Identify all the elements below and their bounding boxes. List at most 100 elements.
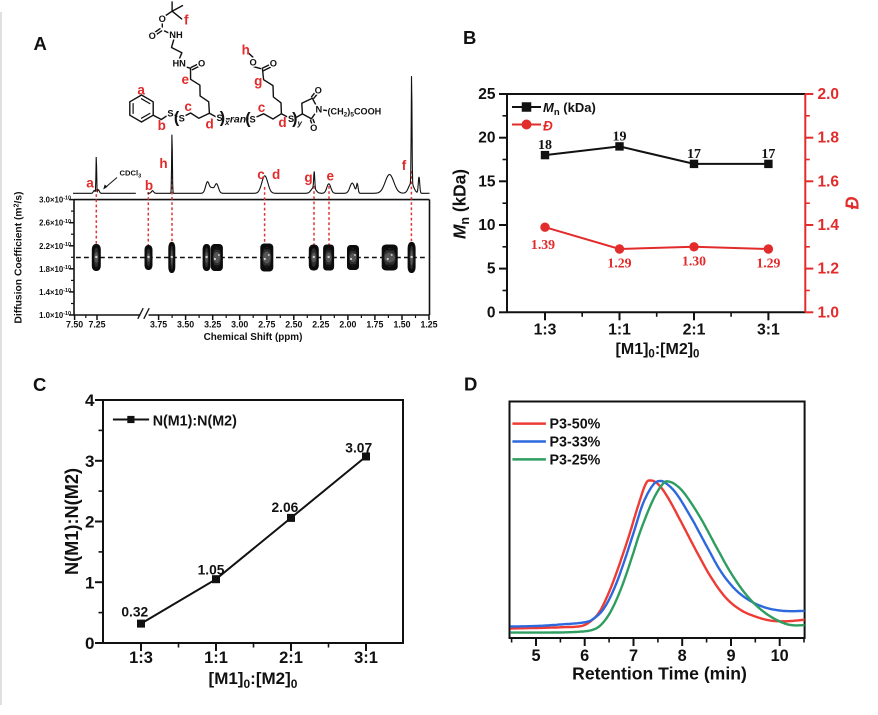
svg-text:1.8×10-10: 1.8×10-10 <box>39 265 71 274</box>
svg-text:C: C <box>33 374 46 395</box>
svg-text:S: S <box>249 114 255 124</box>
svg-text:3:1: 3:1 <box>757 322 780 339</box>
svg-text:P3-25%: P3-25% <box>550 452 601 468</box>
svg-text:NH: NH <box>169 30 183 40</box>
svg-text:h: h <box>159 156 167 171</box>
svg-text:1.75: 1.75 <box>366 320 383 330</box>
svg-text:Đ: Đ <box>543 119 553 134</box>
svg-text:Đ: Đ <box>843 197 863 210</box>
svg-text:S: S <box>216 113 222 123</box>
svg-text:c: c <box>257 167 265 182</box>
svg-text:9: 9 <box>726 647 735 665</box>
svg-text:a: a <box>137 83 145 98</box>
svg-text:1:1: 1:1 <box>608 322 631 339</box>
svg-text:g: g <box>254 73 262 88</box>
svg-text:5: 5 <box>531 647 540 665</box>
svg-text:1.0×10-10: 1.0×10-10 <box>39 311 71 320</box>
svg-text:[M1]0:[M2]0: [M1]0:[M2]0 <box>209 669 298 691</box>
svg-text:7.50: 7.50 <box>66 320 83 330</box>
svg-text:(: ( <box>174 109 180 126</box>
svg-text:1.2: 1.2 <box>818 261 840 278</box>
svg-text:Retention Time (min): Retention Time (min) <box>572 664 747 684</box>
svg-text:3.0×10-10: 3.0×10-10 <box>39 196 71 205</box>
svg-text:19: 19 <box>613 129 627 144</box>
svg-text:b: b <box>145 178 153 193</box>
svg-text:1:3: 1:3 <box>534 322 557 339</box>
svg-text:Chemical Shift (ppm): Chemical Shift (ppm) <box>204 332 303 343</box>
svg-text:(: ( <box>245 111 251 128</box>
svg-text:3: 3 <box>85 452 94 471</box>
svg-text:c: c <box>184 99 192 114</box>
svg-text:)x: )x <box>220 109 230 127</box>
svg-text:2: 2 <box>85 513 94 532</box>
svg-text:2.6×10-10: 2.6×10-10 <box>39 219 71 228</box>
svg-text:1.29: 1.29 <box>607 256 631 271</box>
svg-text:N: N <box>315 104 322 114</box>
svg-text:A: A <box>34 33 47 54</box>
svg-text:Mn (kDa): Mn (kDa) <box>450 169 473 239</box>
svg-text:1.4: 1.4 <box>818 217 840 234</box>
svg-text:18: 18 <box>538 138 552 153</box>
svg-text:d: d <box>272 167 280 182</box>
svg-text:0: 0 <box>487 304 496 321</box>
svg-text:2.50: 2.50 <box>285 320 302 330</box>
svg-text:1:1: 1:1 <box>204 649 228 667</box>
svg-text:5: 5 <box>487 261 496 278</box>
svg-text:2.0: 2.0 <box>818 86 840 103</box>
svg-text:1: 1 <box>85 574 94 593</box>
svg-text:1.6: 1.6 <box>818 173 840 190</box>
svg-text:O: O <box>310 123 317 133</box>
svg-text:0: 0 <box>85 634 94 653</box>
svg-text:2.06: 2.06 <box>271 500 298 515</box>
svg-text:D: D <box>464 374 477 395</box>
svg-text:7.25: 7.25 <box>88 320 105 330</box>
svg-text:1.50: 1.50 <box>393 320 410 330</box>
svg-text:3.50: 3.50 <box>177 320 194 330</box>
svg-text:2.75: 2.75 <box>258 320 275 330</box>
svg-text:b: b <box>158 118 166 133</box>
svg-text:Mn (kDa): Mn (kDa) <box>543 100 596 118</box>
svg-text:3.07: 3.07 <box>345 441 372 456</box>
svg-text:15: 15 <box>478 173 496 190</box>
svg-text:3.25: 3.25 <box>204 320 221 330</box>
svg-text:c: c <box>258 100 266 115</box>
svg-text:g: g <box>304 170 312 185</box>
svg-text:20: 20 <box>478 130 495 147</box>
svg-text:2:1: 2:1 <box>683 322 706 339</box>
svg-text:S: S <box>288 114 294 124</box>
svg-text:1:3: 1:3 <box>129 649 153 667</box>
svg-text:[M1]0:[M2]0: [M1]0:[M2]0 <box>616 341 700 361</box>
svg-text:S: S <box>179 113 185 123</box>
svg-text:1.4×10-10: 1.4×10-10 <box>39 288 71 297</box>
svg-text:N(M1):N(M2): N(M1):N(M2) <box>62 468 82 575</box>
svg-text:S: S <box>167 109 173 119</box>
svg-text:3.75: 3.75 <box>150 320 167 330</box>
svg-text:8: 8 <box>678 647 687 665</box>
svg-text:1.29: 1.29 <box>756 256 780 271</box>
svg-text:17: 17 <box>687 147 701 162</box>
svg-text:6: 6 <box>580 647 589 665</box>
svg-text:17: 17 <box>761 147 775 162</box>
svg-text:1.05: 1.05 <box>198 563 225 578</box>
svg-text:3.00: 3.00 <box>231 320 248 330</box>
svg-text:P3-33%: P3-33% <box>550 435 601 451</box>
svg-text:3:1: 3:1 <box>354 649 378 667</box>
svg-text:d: d <box>205 116 213 131</box>
svg-text:ran: ran <box>230 113 246 125</box>
svg-text:e: e <box>181 72 189 87</box>
svg-text:(CH2)5COOH: (CH2)5COOH <box>328 106 382 118</box>
svg-text:B: B <box>463 27 476 48</box>
svg-text:1.30: 1.30 <box>682 253 706 268</box>
svg-text:a: a <box>86 176 94 191</box>
svg-text:CDCl3: CDCl3 <box>120 169 142 180</box>
svg-text:f: f <box>184 13 189 28</box>
svg-text:2:1: 2:1 <box>279 649 303 667</box>
svg-text:h: h <box>242 42 250 57</box>
svg-text:d: d <box>278 115 286 130</box>
svg-text:O: O <box>159 14 166 24</box>
svg-text:f: f <box>402 158 407 173</box>
svg-text:10: 10 <box>478 217 495 234</box>
svg-text:O: O <box>315 85 322 95</box>
svg-text:O: O <box>149 31 156 41</box>
svg-text:O: O <box>270 59 277 69</box>
